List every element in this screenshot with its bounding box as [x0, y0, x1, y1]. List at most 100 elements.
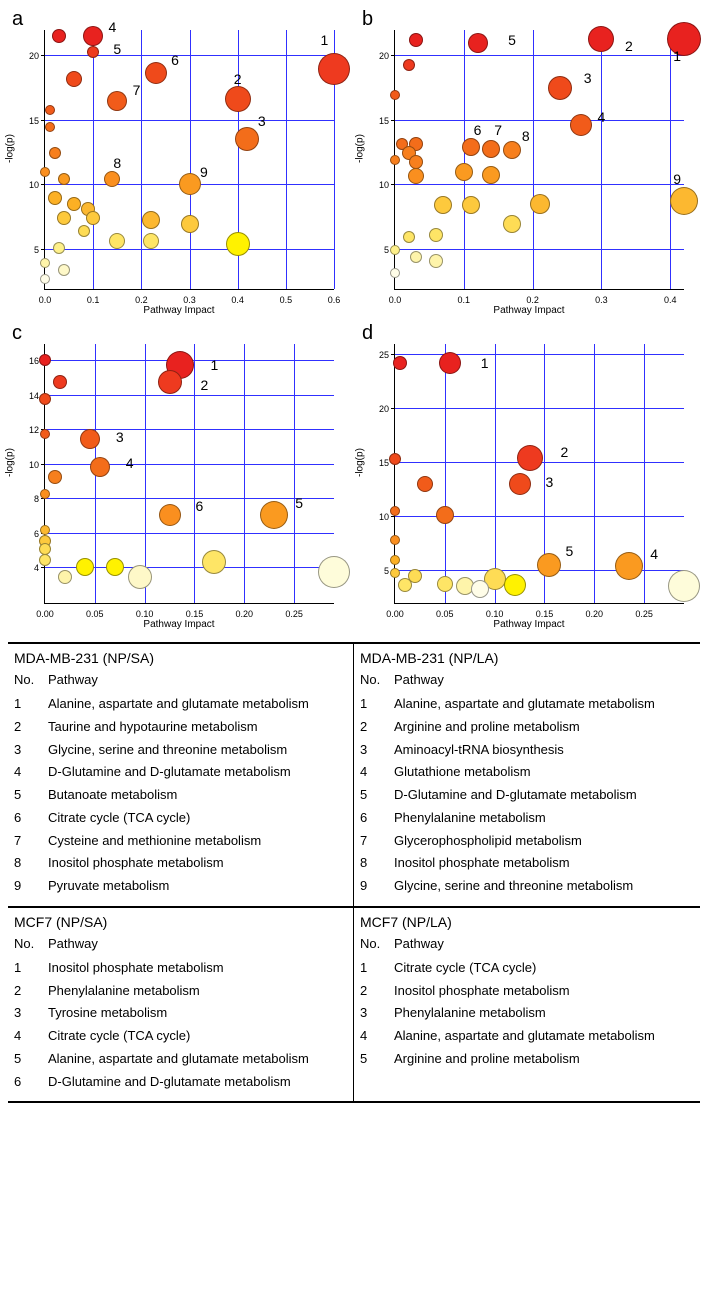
pathway-name: Citrate cycle (TCA cycle): [48, 807, 190, 830]
xlabel: Pathway Impact: [143, 619, 214, 630]
pathway-name: D-Glutamine and D-glutamate metabolism: [48, 761, 291, 784]
data-point: [45, 105, 55, 115]
data-point: [78, 225, 90, 237]
pathway-name: Glycerophospholipid metabolism: [394, 830, 582, 853]
table-row: 6Citrate cycle (TCA cycle): [14, 807, 347, 830]
pathway-name: Taurine and hypotaurine metabolism: [48, 716, 258, 739]
table-row: 1Inositol phosphate metabolism: [14, 957, 347, 980]
row-number: 5: [360, 1048, 394, 1071]
data-point: [48, 191, 62, 205]
gridline: [194, 344, 195, 603]
table-cell: MDA-MB-231 (NP/SA)No.Pathway1Alanine, as…: [8, 644, 354, 906]
x-tick: 0.10: [486, 609, 504, 619]
table-header: No.Pathway: [360, 936, 694, 951]
table-row: 5Arginine and proline metabolism: [360, 1048, 694, 1071]
data-point: [104, 171, 120, 187]
data-point: [90, 457, 110, 477]
row-number: 3: [360, 1002, 394, 1025]
plot-d: 0.000.050.100.150.200.2551015202512345: [394, 344, 684, 604]
data-point: [403, 59, 415, 71]
xlabel: Pathway Impact: [493, 619, 564, 630]
y-tick: 14: [29, 391, 39, 401]
point-label: 5: [508, 32, 516, 48]
y-tick: 20: [29, 51, 39, 61]
row-number: 4: [360, 761, 394, 784]
y-tick: 5: [384, 566, 389, 576]
gridline: [45, 498, 334, 499]
point-label: 3: [258, 113, 266, 129]
data-point: [670, 187, 698, 215]
table-row: 2Inositol phosphate metabolism: [360, 980, 694, 1003]
data-point: [106, 558, 124, 576]
chart-wrap-d: -log(p) 0.000.050.100.150.200.2551015202…: [358, 322, 700, 632]
point-label: 2: [625, 38, 633, 54]
table-row: 7Cysteine and methionine metabolism: [14, 830, 347, 853]
data-point: [409, 155, 423, 169]
row-number: 2: [14, 980, 48, 1003]
data-point: [58, 173, 70, 185]
row-number: 8: [360, 852, 394, 875]
data-point: [202, 550, 226, 574]
data-point: [52, 29, 66, 43]
gridline: [145, 344, 146, 603]
data-point: [40, 274, 50, 284]
row-number: 2: [14, 716, 48, 739]
table-row: 3Tyrosine metabolism: [14, 1002, 347, 1025]
y-tick: 8: [34, 494, 39, 504]
data-point: [389, 453, 401, 465]
data-point: [409, 33, 423, 47]
row-number: 5: [14, 784, 48, 807]
data-point: [667, 22, 701, 56]
ylabel: -log(p): [355, 134, 366, 163]
data-point: [83, 26, 103, 46]
data-point: [53, 375, 67, 389]
row-number: 8: [14, 852, 48, 875]
data-point: [503, 215, 521, 233]
table-title: MCF7 (NP/LA): [360, 914, 694, 930]
table-row: 3Aminoacyl-tRNA biosynthesis: [360, 739, 694, 762]
data-point: [417, 476, 433, 492]
chart-panels: a -log(p) 0.00.10.20.30.40.50.6510152012…: [8, 8, 700, 632]
point-label: 6: [196, 498, 204, 514]
plot-a: 0.00.10.20.30.40.50.65101520123456789: [44, 30, 334, 290]
y-tickmark: [391, 408, 395, 409]
data-point: [143, 233, 159, 249]
data-point: [403, 231, 415, 243]
data-point: [39, 354, 51, 366]
gridline: [45, 533, 334, 534]
x-tick: 0.2: [135, 295, 148, 305]
data-point: [66, 71, 82, 87]
point-label: 2: [201, 377, 209, 393]
table-row: 2Phenylalanine metabolism: [14, 980, 347, 1003]
data-point: [40, 167, 50, 177]
data-point: [80, 429, 100, 449]
y-tickmark: [391, 184, 395, 185]
plot-b: 0.00.10.20.30.45101520123456789: [394, 30, 684, 290]
pathway-name: Glycine, serine and threonine metabolism: [394, 875, 633, 898]
data-point: [615, 552, 643, 580]
table-row: 5Alanine, aspartate and glutamate metabo…: [14, 1048, 347, 1071]
xlabel: Pathway Impact: [493, 305, 564, 316]
gridline: [45, 249, 334, 250]
point-label: 7: [494, 122, 502, 138]
data-point: [390, 268, 400, 278]
ylabel: -log(p): [355, 448, 366, 477]
table-row: 4D-Glutamine and D-glutamate metabolism: [14, 761, 347, 784]
gridline: [445, 344, 446, 603]
table-title: MCF7 (NP/SA): [14, 914, 347, 930]
data-point: [109, 233, 125, 249]
gridline: [395, 120, 684, 121]
row-number: 2: [360, 716, 394, 739]
point-label: 3: [584, 70, 592, 86]
data-point: [437, 576, 453, 592]
y-tickmark: [41, 55, 45, 56]
row-number: 9: [360, 875, 394, 898]
pathway-name: Citrate cycle (TCA cycle): [394, 957, 536, 980]
table-row: 2Arginine and proline metabolism: [360, 716, 694, 739]
row-number: 6: [14, 1071, 48, 1094]
data-point: [87, 46, 99, 58]
chart-wrap-b: -log(p) 0.00.10.20.30.45101520123456789 …: [358, 8, 700, 318]
data-point: [570, 114, 592, 136]
data-point: [530, 194, 550, 214]
data-point: [181, 215, 199, 233]
